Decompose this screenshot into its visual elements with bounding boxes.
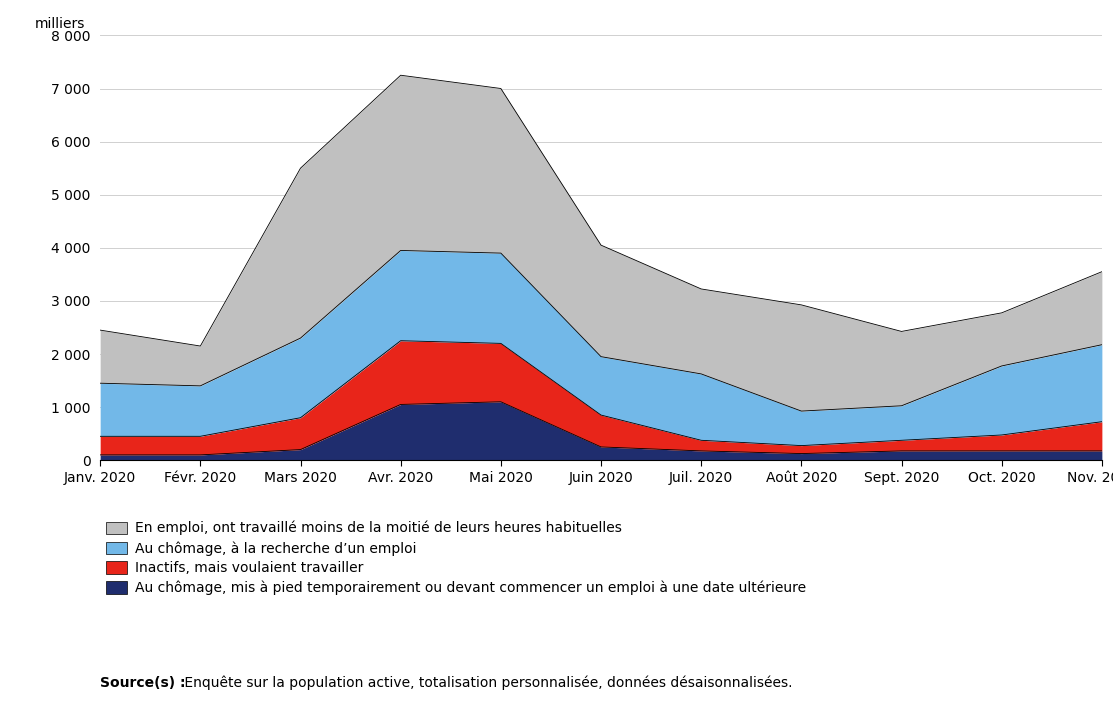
Text: Enquête sur la population active, totalisation personnalisée, données désaisonna: Enquête sur la population active, totali… <box>180 676 792 690</box>
Text: milliers: milliers <box>36 17 86 31</box>
Text: Source(s) :: Source(s) : <box>100 676 186 690</box>
Legend: En emploi, ont travaillé moins de la moitié de leurs heures habituelles, Au chôm: En emploi, ont travaillé moins de la moi… <box>100 515 811 600</box>
